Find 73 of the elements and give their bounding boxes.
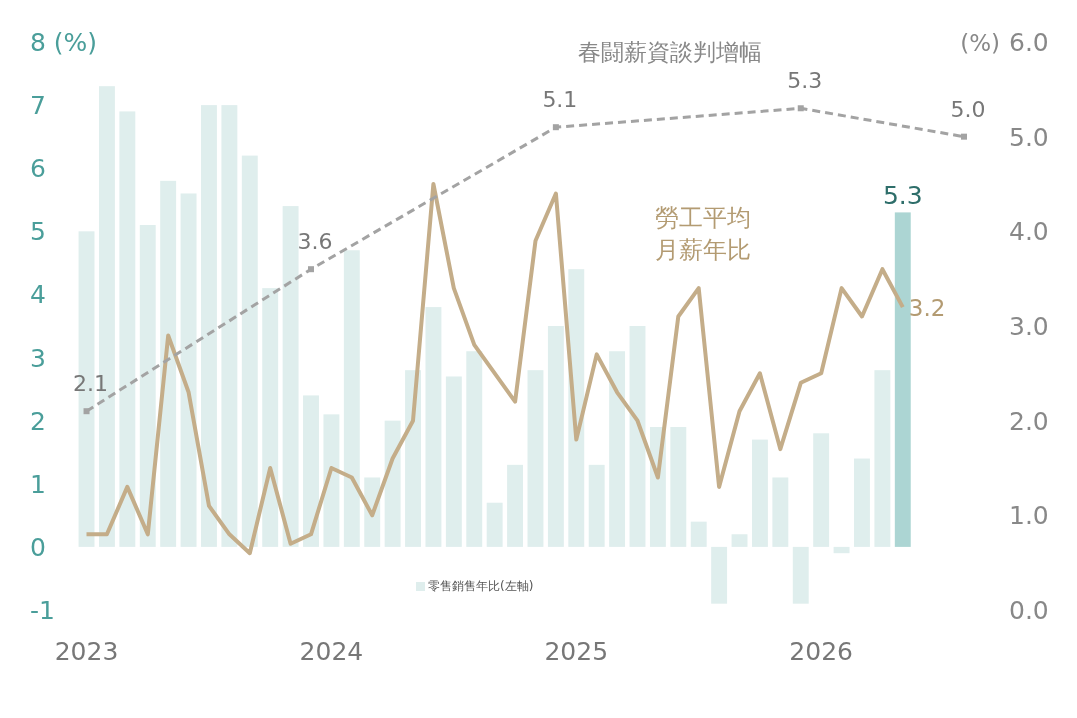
bar xyxy=(507,464,524,547)
bar xyxy=(792,546,809,604)
bar xyxy=(629,326,646,547)
bar xyxy=(303,395,319,547)
y2-tick-label: 1.0 xyxy=(1009,501,1049,531)
bar xyxy=(711,546,728,604)
bar xyxy=(282,206,299,547)
legend: 零售銷售年比(左軸) xyxy=(416,579,534,593)
data-label: 3.6 xyxy=(297,229,333,255)
bar xyxy=(425,307,442,547)
point xyxy=(961,133,967,140)
y-tick-label: 3 xyxy=(30,343,46,373)
y-tick-label: 0 xyxy=(30,532,46,562)
bar xyxy=(241,155,258,547)
bar xyxy=(119,111,136,547)
bar xyxy=(201,105,217,547)
bar xyxy=(221,105,238,547)
y-tick-label: 6 xyxy=(30,154,46,184)
bar xyxy=(690,521,707,547)
x-tick-label: 2026 xyxy=(789,637,853,666)
bar xyxy=(486,502,503,547)
bar xyxy=(894,212,911,547)
bar xyxy=(180,193,197,547)
bar xyxy=(609,351,626,547)
bar xyxy=(833,546,850,554)
bar xyxy=(813,433,830,547)
data-label: 3.2 xyxy=(908,295,946,322)
y-tick-label: -1 xyxy=(30,596,55,625)
bar xyxy=(343,250,360,547)
y2-axis-title: (%) xyxy=(960,30,1000,56)
data-label: 2.1 xyxy=(73,371,109,397)
text: 勞工平均月薪年比 xyxy=(655,204,751,264)
y-tick-label: 5 xyxy=(30,217,46,247)
bar xyxy=(588,464,605,547)
data-label: 5.3 xyxy=(787,68,823,94)
point xyxy=(308,266,314,273)
data-label: 5.3 xyxy=(882,181,923,211)
bar xyxy=(405,370,421,547)
y-tick-label: 2 xyxy=(30,406,46,436)
data-label: 5.1 xyxy=(542,87,578,113)
y2-tick-label: 3.0 xyxy=(1009,312,1049,341)
y-tick-label: 1 xyxy=(30,469,46,499)
bar xyxy=(160,180,177,547)
y2-tick-label: 0.0 xyxy=(1009,596,1049,625)
text: 春闘薪資談判增幅 xyxy=(578,39,762,65)
y2-tick-label: 4.0 xyxy=(1009,217,1049,247)
bar xyxy=(874,370,891,547)
bar xyxy=(527,370,544,547)
bar xyxy=(384,420,401,547)
point xyxy=(552,124,559,131)
y2-tick-label: 5.0 xyxy=(1009,122,1049,152)
x-tick-label: 2025 xyxy=(544,637,609,666)
point xyxy=(83,408,90,415)
x-tick-label: 2023 xyxy=(54,637,119,666)
bar xyxy=(139,225,156,547)
bar xyxy=(445,376,462,547)
data-label: 5.0 xyxy=(950,96,986,122)
x-tick-label: 2024 xyxy=(299,637,364,666)
bar xyxy=(751,439,768,547)
bar xyxy=(262,288,279,547)
bar xyxy=(854,458,870,547)
bar xyxy=(323,414,340,547)
bar xyxy=(547,326,564,547)
bar xyxy=(466,351,483,547)
y-tick-label: 7 xyxy=(30,91,46,121)
point xyxy=(797,105,804,112)
y-tick-label: 8 (%) xyxy=(30,28,98,57)
y-tick-label: 4 xyxy=(30,280,46,310)
bar xyxy=(670,426,687,547)
bar xyxy=(772,477,789,547)
y2-tick-label: 6.0 xyxy=(1009,28,1049,57)
y2-tick-label: 2.0 xyxy=(1009,406,1049,436)
bar xyxy=(731,534,748,547)
